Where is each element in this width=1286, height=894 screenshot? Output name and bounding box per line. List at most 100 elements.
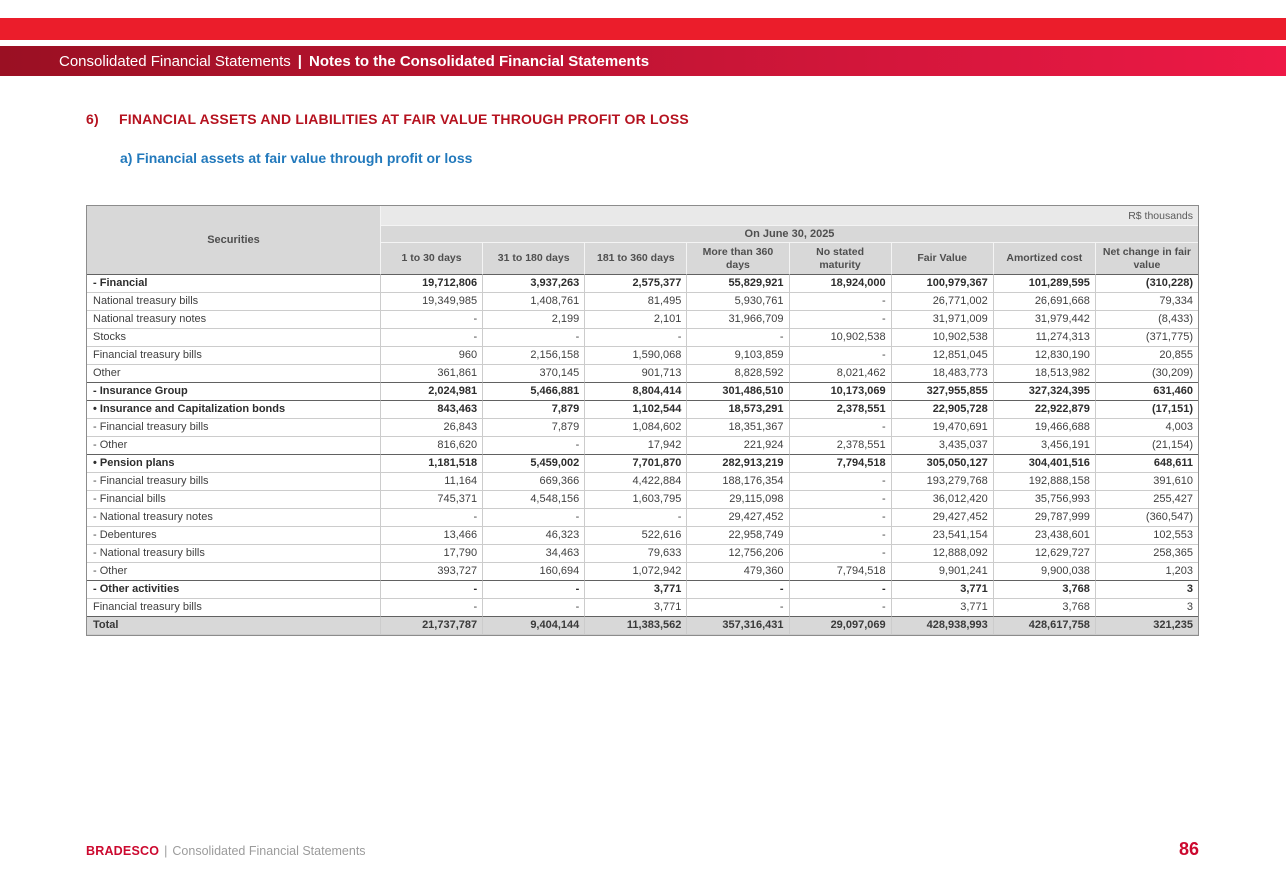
row-label: - Other activities: [87, 581, 381, 599]
cell-value: 81,495: [585, 293, 688, 311]
cell-value: -: [483, 599, 586, 617]
units-label: R$ thousands: [381, 206, 1198, 226]
cell-value: -: [789, 545, 892, 563]
cell-value: -: [789, 581, 892, 599]
units-row: Securities R$ thousands: [87, 206, 1198, 275]
cell-value: 12,851,045: [891, 347, 994, 365]
row-label: Financial treasury bills: [87, 347, 381, 365]
cell-value: 361,861: [381, 365, 484, 383]
cell-value: 1,203: [1095, 563, 1198, 581]
cell-value: 428,617,758: [993, 617, 1096, 635]
cell-value: 357,316,431: [687, 617, 790, 635]
cell-value: 4,003: [1095, 419, 1198, 437]
column-header-row: 1 to 30 days 31 to 180 days 181 to 360 day…: [87, 243, 1198, 275]
cell-value: -: [687, 599, 790, 617]
cell-value: 901,713: [585, 365, 688, 383]
cell-value: 255,427: [1095, 491, 1198, 509]
cell-value: 669,366: [483, 473, 586, 491]
table-body: - Financial 19,712,806 3,937,263 2,575,377 5…: [87, 275, 1198, 635]
cell-value: 29,427,452: [891, 509, 994, 527]
cell-value: 3,456,191: [993, 437, 1096, 455]
cell-value: -: [585, 509, 688, 527]
row-label: - Financial treasury bills: [87, 473, 381, 491]
cell-value: 3,435,037: [891, 437, 994, 455]
cell-value: 13,466: [381, 527, 484, 545]
cell-value: 79,334: [1095, 293, 1198, 311]
cell-value: 10,902,538: [891, 329, 994, 347]
table-row: - Debentures 13,466 46,323 522,616 22,958,74…: [87, 527, 1198, 545]
table-row: - Other 816,620-17,942 221,924 2,378,551 3,4…: [87, 437, 1198, 455]
cell-value: 745,371: [381, 491, 484, 509]
column-header: Fair Value: [891, 243, 994, 275]
column-header: Amortized cost: [993, 243, 1096, 275]
cell-value: 18,573,291: [687, 401, 790, 419]
cell-value: 282,913,219: [687, 455, 790, 473]
cell-value: -: [381, 311, 484, 329]
row-label: Other: [87, 365, 381, 383]
column-header: No stated maturity: [789, 243, 892, 275]
cell-value: -: [585, 329, 688, 347]
column-header: More than 360 days: [687, 243, 790, 275]
table-row: Financial treasury bills 960 2,156,158 1,59…: [87, 347, 1198, 365]
cell-value: 7,879: [483, 419, 586, 437]
cell-value: (310,228): [1095, 275, 1198, 293]
cell-value: 17,790: [381, 545, 484, 563]
page-number: 86: [1178, 839, 1199, 859]
table-total-row: Total 21,737,787 9,404,144 11,383,562 357,31…: [87, 617, 1198, 635]
cell-value: 1,590,068: [585, 347, 688, 365]
cell-value: 1,084,602: [585, 419, 688, 437]
cell-value: -: [789, 419, 892, 437]
table-row: - Financial bills 745,371 4,548,156 1,603,7…: [87, 491, 1198, 509]
cell-value: 29,097,069: [789, 617, 892, 635]
cell-value: (17,151): [1095, 401, 1198, 419]
cell-value: 3: [1095, 599, 1198, 617]
financial-assets-table: Securities R$ thousands On June 30, 2025…: [86, 205, 1199, 636]
footer-title: Consolidated Financial Statements: [172, 844, 366, 858]
cell-value: 160,694: [483, 563, 586, 581]
cell-value: 18,483,773: [891, 365, 994, 383]
cell-value: (360,547): [1095, 509, 1198, 527]
cell-value: 18,351,367: [687, 419, 790, 437]
cell-value: 12,756,206: [687, 545, 790, 563]
cell-value: 7,701,870: [585, 455, 688, 473]
cell-value: -: [381, 509, 484, 527]
cell-value: 8,021,462: [789, 365, 892, 383]
cell-value: 31,979,442: [993, 311, 1096, 329]
column-header: 181 to 360 days: [585, 243, 688, 275]
cell-value: 843,463: [381, 401, 484, 419]
cell-value: 19,466,688: [993, 419, 1096, 437]
cell-value: 2,378,551: [789, 401, 892, 419]
cell-value: 20,855: [1095, 347, 1198, 365]
row-label: - Insurance Group: [87, 383, 381, 401]
cell-value: 11,164: [381, 473, 484, 491]
cell-value: 1,181,518: [381, 455, 484, 473]
cell-value: 2,156,158: [483, 347, 586, 365]
cell-value: -: [483, 581, 586, 599]
cell-value: 221,924: [687, 437, 790, 455]
cell-value: 391,610: [1095, 473, 1198, 491]
brand-name: BRADESCO: [86, 844, 160, 858]
cell-value: 8,828,592: [687, 365, 790, 383]
cell-value: 479,360: [687, 563, 790, 581]
cell-value: 19,712,806: [381, 275, 484, 293]
cell-value: 3,771: [585, 581, 688, 599]
cell-value: 29,427,452: [687, 509, 790, 527]
cell-value: -: [789, 311, 892, 329]
table-row: - Other 393,727 160,694 1,072,942 479,360 7,7…: [87, 563, 1198, 581]
cell-value: 21,737,787: [381, 617, 484, 635]
cell-value: -: [483, 509, 586, 527]
cell-value: 9,103,859: [687, 347, 790, 365]
table-row: National treasury bills 19,349,985 1,408,7…: [87, 293, 1198, 311]
row-label: - Financial bills: [87, 491, 381, 509]
section-title: FINANCIAL ASSETS AND LIABILITIES AT FAIR…: [119, 111, 689, 127]
content-area: 6) FINANCIAL ASSETS AND LIABILITIES AT F…: [86, 75, 1199, 636]
cell-value: 631,460: [1095, 383, 1198, 401]
cell-value: -: [789, 527, 892, 545]
cell-value: 36,012,420: [891, 491, 994, 509]
table-row: - Financial 19,712,806 3,937,263 2,575,377 5…: [87, 275, 1198, 293]
cell-value: 12,888,092: [891, 545, 994, 563]
cell-value: (8,433): [1095, 311, 1198, 329]
cell-value: (21,154): [1095, 437, 1198, 455]
table-row: National treasury notes -2,199 2,101 31,966…: [87, 311, 1198, 329]
cell-value: 5,459,002: [483, 455, 586, 473]
